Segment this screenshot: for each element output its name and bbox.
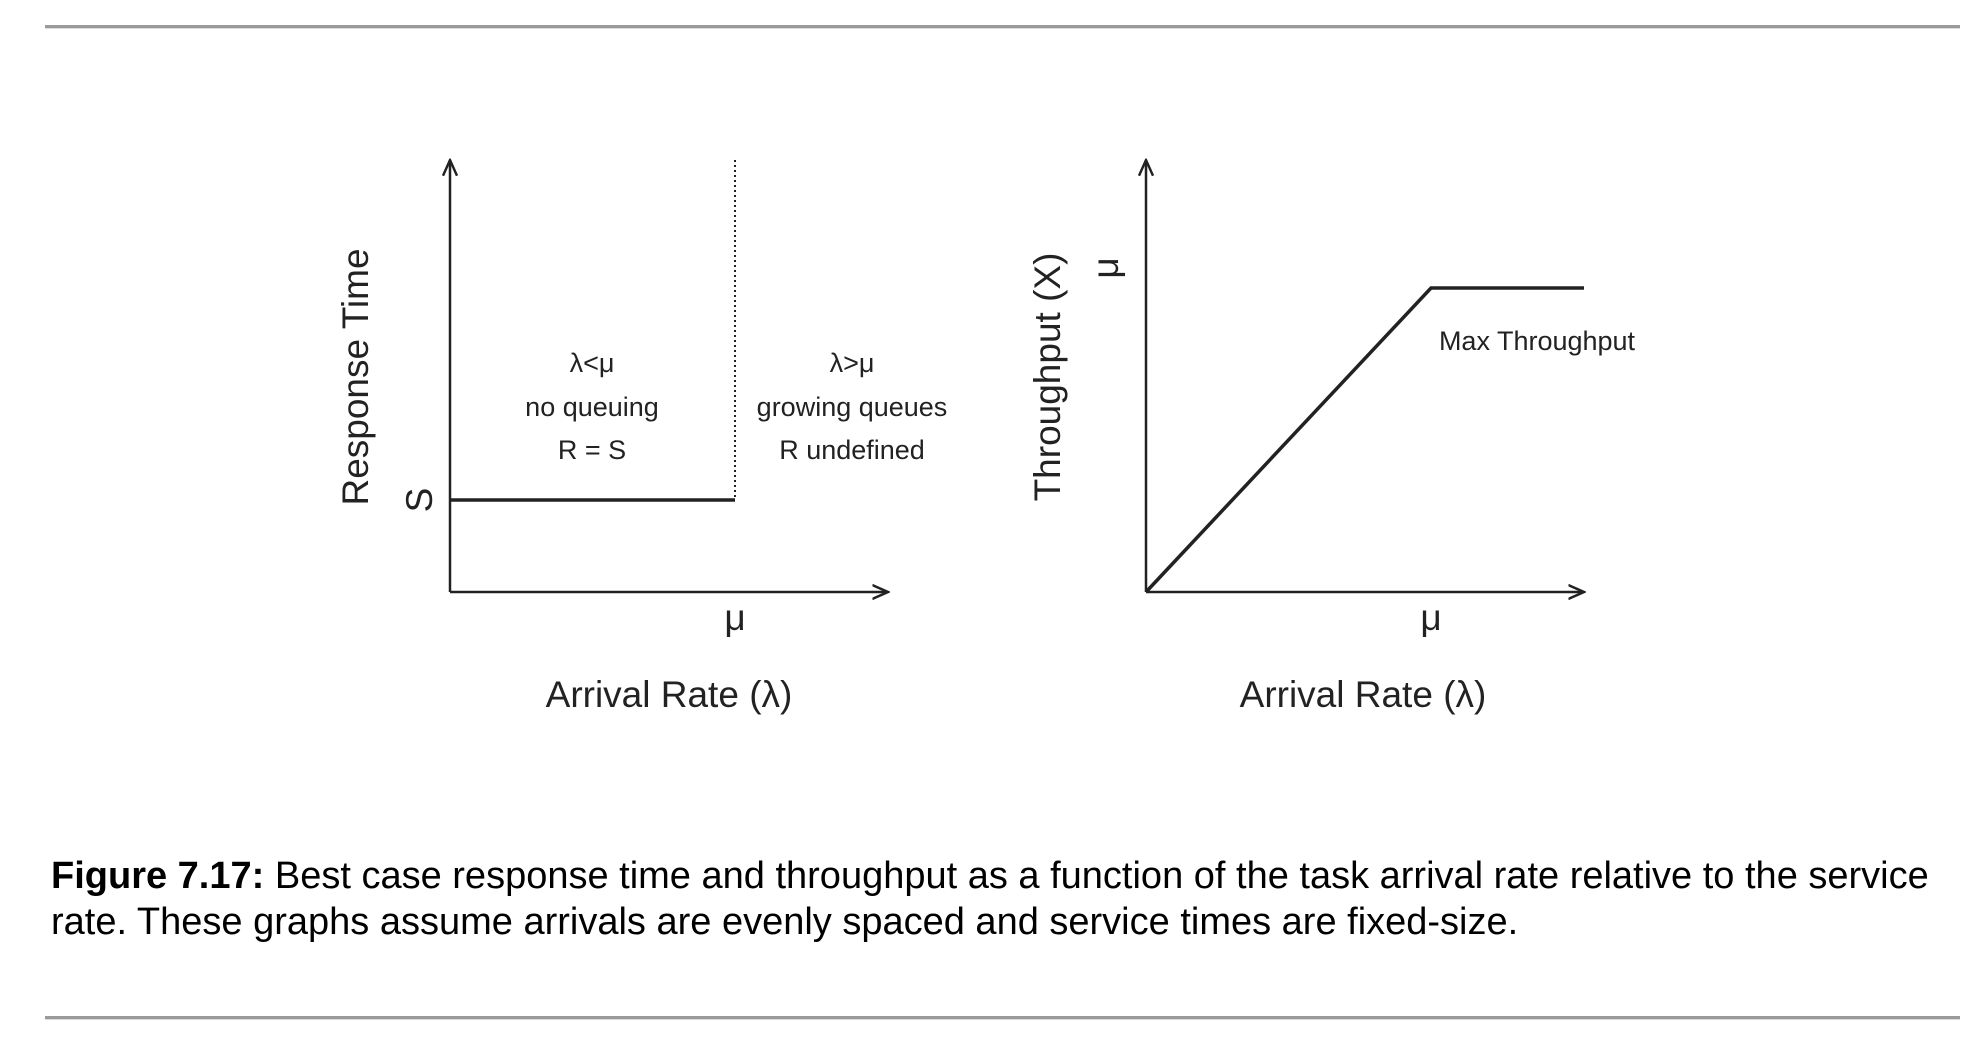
chart1-right-annotation-line1: λ>μ xyxy=(830,348,875,378)
bottom-rule xyxy=(45,1016,1960,1019)
chart1-x-tick-label: μ xyxy=(724,597,745,638)
figure-caption-text: Best case response time and throughput a… xyxy=(51,855,1929,943)
chart2-x-label: Arrival Rate (λ) xyxy=(1240,674,1487,715)
chart1-y-label: Response Time xyxy=(335,248,376,505)
chart1-right-annotation-line3: R undefined xyxy=(779,435,925,465)
throughput-chart: Throughput (X) μ μ Arrival Rate (λ) Max … xyxy=(1027,160,1636,715)
chart1-left-annotation-line2: no queuing xyxy=(525,392,659,422)
chart2-y-label: Throughput (X) xyxy=(1027,253,1068,502)
chart2-x-tick-label: μ xyxy=(1420,597,1441,638)
chart1-right-annotation-line2: growing queues xyxy=(757,392,948,422)
chart2-series-line xyxy=(1144,286,1584,594)
figure-caption: Figure 7.17: Best case response time and… xyxy=(51,853,1931,945)
figure-caption-label: Figure 7.17: xyxy=(51,855,265,897)
chart2-plateau-annotation: Max Throughput xyxy=(1439,326,1636,356)
chart1-left-annotation-line3: R = S xyxy=(558,435,626,465)
chart1-y-tick-label: S xyxy=(399,488,440,513)
chart1-x-label: Arrival Rate (λ) xyxy=(546,674,793,715)
response-time-chart: Response Time S μ Arrival Rate (λ) λ<μ n… xyxy=(335,160,947,715)
top-rule xyxy=(45,25,1960,28)
chart1-left-annotation-line1: λ<μ xyxy=(570,348,615,378)
chart2-y-tick-label: μ xyxy=(1085,257,1126,278)
